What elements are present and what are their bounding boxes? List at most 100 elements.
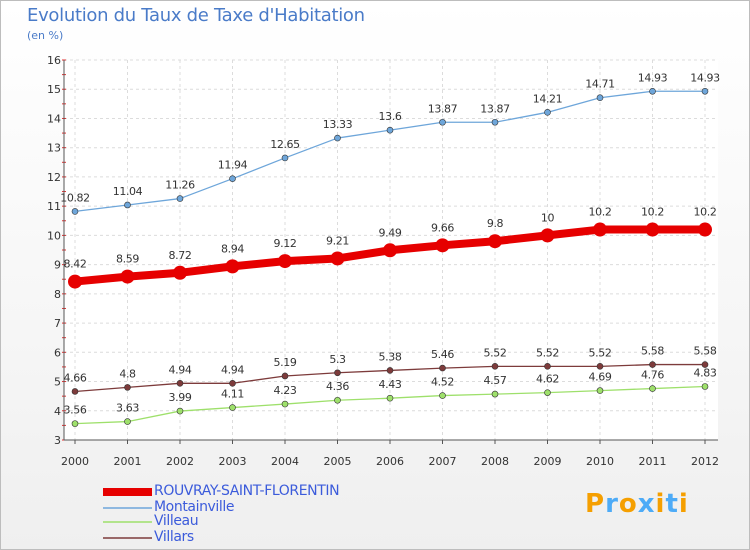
data-label: 9.21	[326, 234, 349, 247]
data-label: 4.76	[641, 369, 664, 382]
x-tick-label: 2006	[376, 455, 404, 468]
data-label: 14.93	[638, 71, 668, 84]
data-label: 5.52	[589, 346, 612, 359]
data-point	[596, 94, 604, 102]
data-label: 10.2	[641, 206, 664, 219]
data-label: 9.12	[274, 237, 297, 250]
data-point	[229, 175, 236, 182]
data-label: 11.04	[113, 185, 143, 198]
data-label: 10.2	[589, 206, 612, 219]
data-label: 13.6	[379, 110, 402, 123]
logo-letter: o	[618, 489, 638, 519]
logo-letter: r	[605, 489, 619, 519]
data-point	[383, 243, 397, 258]
data-point	[544, 389, 551, 396]
data-label: 10.82	[60, 191, 90, 204]
data-label: 14.71	[585, 78, 615, 91]
data-point	[71, 208, 79, 215]
data-point	[491, 118, 499, 126]
data-label: 5.58	[641, 345, 664, 358]
data-label: 9.8	[487, 217, 504, 230]
x-tick-label: 2005	[324, 455, 352, 468]
y-tick-label: 3	[54, 434, 61, 447]
data-point	[281, 400, 289, 408]
data-point	[334, 134, 341, 142]
data-point	[71, 388, 79, 395]
data-point	[173, 265, 187, 280]
y-tick-label: 10	[47, 229, 61, 242]
data-label: 10	[541, 211, 555, 224]
data-point	[645, 222, 660, 237]
x-tick-label: 2001	[114, 455, 142, 468]
data-label: 5.52	[484, 346, 507, 359]
data-point	[68, 274, 82, 289]
data-label: 11.94	[218, 159, 248, 172]
data-point	[229, 379, 236, 387]
y-tick-label: 8	[54, 288, 61, 301]
data-label: 13.87	[428, 102, 458, 115]
y-tick-label: 12	[47, 171, 61, 184]
data-label: 5.46	[431, 348, 454, 361]
data-label: 5.52	[536, 346, 559, 359]
data-point	[176, 407, 184, 415]
data-point	[491, 363, 499, 370]
x-tick-label: 2012	[691, 455, 719, 468]
data-label: 3.63	[116, 402, 139, 415]
x-tick-label: 2000	[61, 455, 89, 468]
data-point	[439, 364, 446, 372]
data-label: 8.72	[169, 249, 192, 262]
data-point	[176, 195, 184, 202]
data-label: 4.36	[326, 380, 349, 393]
data-label: 8.59	[116, 253, 139, 266]
x-tick-label: 2009	[534, 455, 562, 468]
data-label: 5.19	[274, 356, 297, 369]
data-label: 8.42	[64, 258, 87, 271]
data-point	[120, 269, 135, 284]
logo-letter: t	[665, 489, 679, 519]
legend-label: Villars	[154, 529, 194, 545]
y-tick-label: 7	[54, 317, 61, 330]
data-point	[701, 87, 709, 95]
data-point	[540, 228, 555, 243]
x-tick-label: 2002	[166, 455, 194, 468]
data-point	[386, 394, 394, 402]
data-label: 4.69	[589, 371, 612, 384]
y-tick-label: 4	[54, 405, 61, 418]
data-label: 4.83	[694, 367, 717, 380]
data-point	[386, 126, 394, 134]
data-label: 4.52	[431, 376, 454, 389]
x-tick-label: 2008	[481, 455, 509, 468]
y-tick-label: 14	[47, 112, 61, 125]
data-label: 4.43	[379, 378, 402, 391]
data-label: 4.66	[64, 371, 87, 384]
logo-letter: x	[637, 489, 656, 519]
data-label: 4.11	[221, 388, 244, 401]
data-point	[176, 379, 184, 387]
data-point	[225, 259, 240, 274]
data-point	[281, 372, 289, 380]
y-tick-label: 6	[54, 346, 61, 359]
legend-label: Montainville	[154, 499, 235, 515]
data-point	[544, 363, 551, 370]
data-point	[488, 234, 502, 249]
data-point	[596, 363, 604, 370]
data-point	[281, 154, 289, 162]
data-point	[124, 418, 131, 425]
data-point	[491, 390, 499, 398]
x-tick-label: 2010	[586, 455, 614, 468]
data-point	[330, 251, 345, 266]
data-point	[596, 387, 604, 394]
data-point	[698, 222, 712, 237]
logo-letter: i	[655, 489, 666, 519]
data-point	[701, 383, 709, 390]
data-point	[649, 361, 656, 368]
y-tick-label: 11	[47, 200, 61, 213]
chart-title: Evolution du Taux de Taxe d'Habitation	[27, 5, 365, 26]
x-tick-label: 2011	[639, 455, 667, 468]
data-point	[701, 361, 709, 368]
data-label: 4.57	[484, 374, 507, 387]
data-label: 4.94	[169, 363, 192, 376]
data-label: 12.65	[270, 138, 300, 151]
x-tick-label: 2007	[429, 455, 457, 468]
